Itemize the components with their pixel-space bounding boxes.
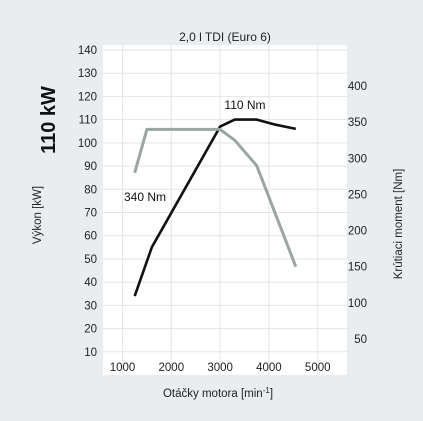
left-axis-ticks: 10 20 30 40 50 60 70 80 90 100 110 120 130 140 xyxy=(78,45,97,359)
x-axis-label-suffix: ] xyxy=(270,388,273,400)
chart-title: 2,0 l TDI (Euro 6) xyxy=(179,30,271,44)
x-axis-label-main: Otáčky motora [min xyxy=(163,388,263,400)
y-axis-right-label: Krútiaci moment [Nm] xyxy=(393,169,405,280)
y-right-tick-label: 300 xyxy=(348,153,367,165)
y-left-tick-label: 90 xyxy=(84,161,97,173)
y-right-tick-label: 350 xyxy=(348,117,367,129)
x-tick-label: 1000 xyxy=(110,362,136,374)
annotation-torque: 340 Nm xyxy=(124,190,166,204)
x-tick-label: 5000 xyxy=(305,362,331,374)
y-left-tick-label: 40 xyxy=(84,277,97,289)
power-badge: 110 kW xyxy=(38,86,60,154)
y-right-tick-label: 100 xyxy=(348,298,367,310)
x-axis-label: Otáčky motora [min-1] xyxy=(163,386,273,400)
y-left-tick-label: 10 xyxy=(84,347,97,359)
x-tick-label: 4000 xyxy=(256,362,282,374)
y-right-tick-label: 400 xyxy=(348,81,367,93)
y-left-tick-label: 50 xyxy=(84,254,97,266)
y-left-tick-label: 30 xyxy=(84,300,97,312)
grid xyxy=(103,45,347,375)
y-right-tick-label: 200 xyxy=(348,226,367,238)
plot-area xyxy=(103,45,347,375)
y-right-tick-label: 50 xyxy=(354,334,367,346)
y-left-tick-label: 20 xyxy=(84,324,97,336)
y-left-tick-label: 70 xyxy=(84,208,97,220)
x-tick-label: 2000 xyxy=(159,362,185,374)
y-left-tick-label: 130 xyxy=(78,68,97,80)
y-left-tick-label: 60 xyxy=(84,231,97,243)
series-layer xyxy=(133,118,298,297)
y-axis-left-label: Výkon [kW] xyxy=(32,186,44,244)
y-left-tick-label: 140 xyxy=(78,45,97,57)
y-right-tick-label: 250 xyxy=(348,189,367,201)
right-axis-ticks: 50 100 150 200 250 300 350 400 xyxy=(348,81,367,346)
power-curve xyxy=(133,118,297,297)
x-axis-ticks: 1000 2000 3000 4000 5000 xyxy=(110,362,331,374)
x-axis-label-sup: -1 xyxy=(263,386,271,395)
y-right-tick-label: 150 xyxy=(348,262,367,274)
y-left-tick-label: 100 xyxy=(78,138,97,150)
y-left-tick-label: 80 xyxy=(84,184,97,196)
annotation-power: 110 Nm xyxy=(224,98,265,112)
y-left-tick-label: 110 xyxy=(79,115,97,127)
x-tick-label: 3000 xyxy=(207,362,233,374)
y-left-tick-label: 120 xyxy=(78,91,97,103)
torque-curve xyxy=(133,127,298,268)
